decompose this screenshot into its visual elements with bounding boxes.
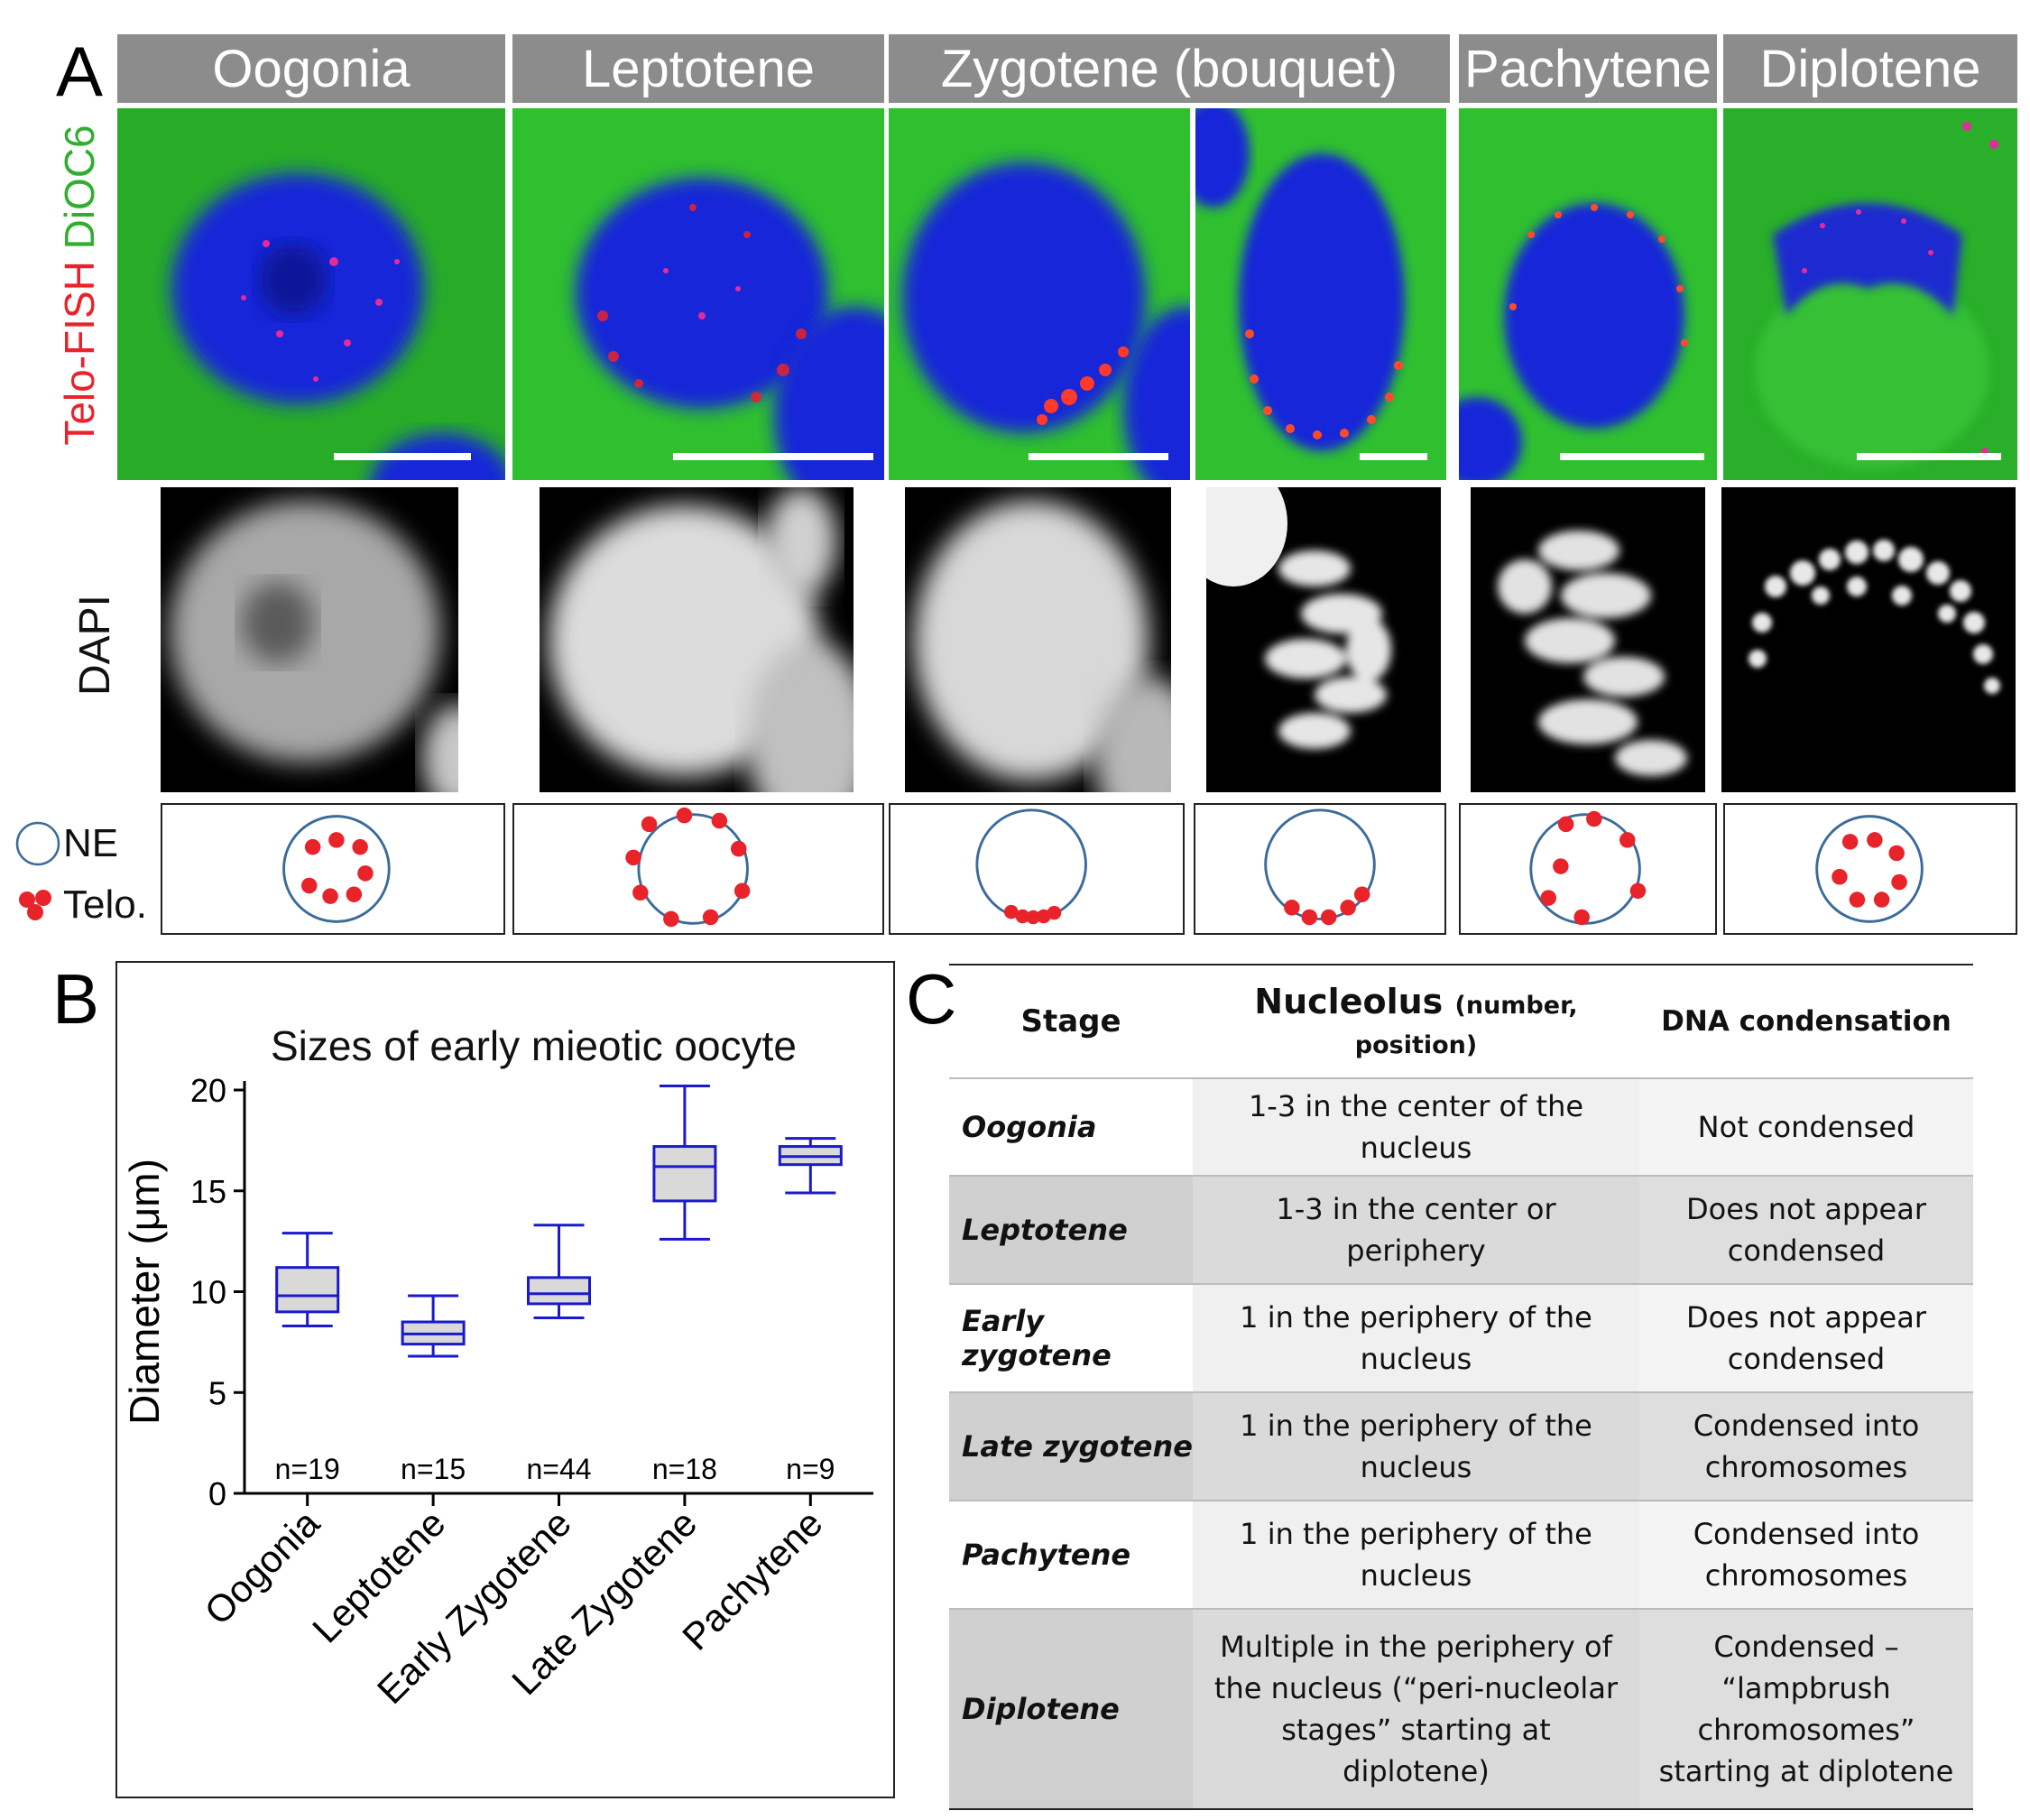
table-row: Late zygotene 1 in the periphery of the n…: [949, 1391, 1973, 1500]
row-nucleolus: 1 in the periphery of the nucleus: [1193, 1501, 1639, 1608]
row-stage: Late zygotene: [949, 1393, 1193, 1500]
table-row: Early zygotene 1 in the periphery of the …: [949, 1283, 1973, 1391]
row-dna: Condensed – “lampbrush chromosomes” star…: [1639, 1610, 1973, 1808]
table-row: Leptotene 1-3 in the center or periphery D…: [949, 1175, 1973, 1283]
telomere-dots-icon: [19, 890, 51, 920]
schema-oogonia: [161, 803, 505, 935]
schema-legend: NE Telo.: [13, 817, 147, 932]
box-iqr: [527, 1276, 591, 1306]
schema-zygotene-late: [1194, 803, 1446, 935]
header-pachytene: Pachytene: [1459, 34, 1717, 103]
table-row: Diplotene Multiple in the periphery of th…: [949, 1608, 1973, 1810]
row-dna: Does not appear condensed: [1639, 1177, 1973, 1283]
y-tick-label: 5: [208, 1374, 226, 1411]
header-nucleolus: Nucleolus (number, position): [1193, 982, 1639, 1061]
x-tick-label: Oogonia: [197, 1501, 328, 1633]
row-dna: Not condensed: [1639, 1079, 1973, 1175]
n-label: n=44: [526, 1453, 591, 1485]
stage-table: Stage Nucleolus (number, position) DNA c…: [949, 964, 1973, 1810]
row-stage: Early zygotene: [949, 1285, 1193, 1391]
dioc6-label: DiOC6: [56, 125, 103, 250]
row-nucleolus: Multiple in the periphery of the nucleus…: [1193, 1610, 1639, 1808]
header-zygotene: Zygotene (bouquet): [889, 34, 1450, 103]
table-row: Pachytene 1 in the periphery of the nucle…: [949, 1500, 1973, 1608]
dapi-image-pachytene: [1471, 487, 1705, 792]
header-nucleolus-label: Nucleolus: [1254, 982, 1444, 1021]
header-dna: DNA condensation: [1661, 1005, 1952, 1038]
row-nucleolus: 1-3 in the center of the nucleus: [1193, 1079, 1639, 1175]
telo-fish-label: Telo-FISH: [56, 261, 103, 446]
n-label: n=15: [401, 1453, 466, 1485]
row-stage: Diplotene: [949, 1610, 1193, 1808]
box-iqr: [652, 1145, 717, 1203]
row-stage: Oogonia: [949, 1079, 1193, 1175]
dapi-image-zygotene-late: [1206, 487, 1441, 792]
fluor-image-leptotene: [512, 108, 884, 480]
legend-telo-label: Telo.: [63, 882, 147, 927]
ne-circle-icon: [15, 821, 60, 866]
dapi-image-oogonia: [161, 487, 458, 792]
table-header: Stage Nucleolus (number, position) DNA c…: [949, 964, 1973, 1077]
n-label: n=9: [786, 1453, 835, 1485]
schema-zygotene-early: [889, 803, 1185, 935]
schema-pachytene: [1459, 803, 1717, 935]
header-oogonia: Oogonia: [117, 34, 505, 103]
fluor-image-pachytene: [1459, 108, 1717, 480]
fluor-image-diplotene: [1723, 108, 2017, 480]
row-dna: Does not appear condensed: [1639, 1285, 1973, 1391]
n-label: n=18: [652, 1453, 717, 1485]
fluor-image-zygotene-early: [889, 108, 1190, 480]
dapi-label: DAPI: [71, 594, 119, 697]
table-row: Oogonia 1-3 in the center of the nucleus N…: [949, 1077, 1973, 1175]
box-iqr: [275, 1266, 340, 1314]
panel-c-letter: C: [906, 959, 957, 1039]
row-stage: Pachytene: [949, 1501, 1193, 1608]
dapi-image-diplotene: [1721, 487, 2016, 792]
y-tick-label: 0: [208, 1475, 226, 1512]
header-stage: Stage: [1020, 1003, 1121, 1039]
y-tick-label: 15: [190, 1173, 226, 1210]
stain-label: Telo-FISH DiOC6: [54, 87, 105, 484]
row-nucleolus: 1-3 in the center or periphery: [1193, 1177, 1639, 1283]
fluor-image-oogonia: [117, 108, 505, 480]
y-axis-label: Diameter (μm): [121, 1159, 168, 1425]
header-leptotene: Leptotene: [512, 34, 884, 103]
chart-title: Sizes of early mieotic oocyte: [271, 1022, 797, 1069]
n-label: n=19: [275, 1453, 340, 1485]
dapi-image-zygotene-early: [905, 487, 1171, 792]
panel-a-letter: A: [56, 32, 104, 111]
row-nucleolus: 1 in the periphery of the nucleus: [1193, 1393, 1639, 1500]
row-dna: Condensed into chromosomes: [1639, 1501, 1973, 1608]
legend-ne-label: NE: [63, 821, 119, 865]
header-diplotene: Diplotene: [1723, 34, 2017, 103]
y-tick-label: 10: [190, 1274, 226, 1311]
dapi-image-leptotene: [540, 487, 854, 792]
schema-leptotene: [512, 803, 884, 935]
fluor-image-zygotene-late: [1195, 108, 1446, 480]
header-nucleolus-sub: (number, position): [1354, 992, 1578, 1059]
row-nucleolus: 1 in the periphery of the nucleus: [1193, 1285, 1639, 1391]
row-dna: Condensed into chromosomes: [1639, 1393, 1973, 1500]
panel-b-letter: B: [52, 959, 100, 1039]
schema-diplotene: [1723, 803, 2017, 935]
chart-frame: [115, 961, 895, 1798]
y-tick-label: 20: [190, 1072, 226, 1109]
row-stage: Leptotene: [949, 1177, 1193, 1283]
